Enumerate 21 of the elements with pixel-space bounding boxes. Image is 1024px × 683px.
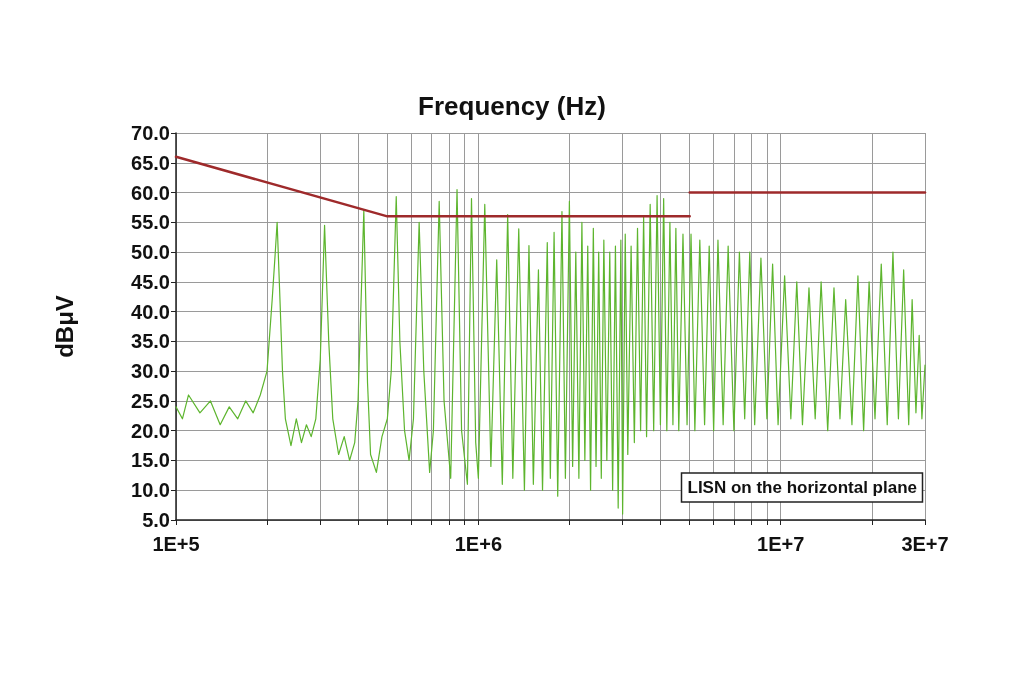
y-tick-label: 60.0 — [131, 181, 170, 204]
x-tick-label: 1E+6 — [454, 533, 502, 555]
y-axis-title: dBμV — [50, 295, 78, 358]
chart-title: Frequency (Hz) — [418, 91, 606, 121]
y-tick-label: 5.0 — [142, 509, 170, 531]
y-tick-label: 25.0 — [131, 389, 170, 412]
y-tick-label: 40.0 — [131, 300, 170, 323]
y-tick-label: 55.0 — [131, 211, 170, 234]
y-tick-label: 15.0 — [131, 449, 170, 472]
y-tick-label: 10.0 — [131, 479, 170, 502]
y-tick-label: 65.0 — [131, 151, 170, 174]
x-tick-label: 3E+7 — [901, 533, 949, 555]
annotation: LISN on the horizontal plane — [687, 478, 917, 497]
y-tick-label: 30.0 — [131, 360, 170, 383]
y-tick-label: 50.0 — [131, 241, 170, 264]
y-tick-label: 20.0 — [131, 419, 170, 442]
x-tick-label: 1E+5 — [152, 533, 200, 555]
x-tick-label: 1E+7 — [757, 533, 805, 555]
y-tick-label: 35.0 — [131, 330, 170, 353]
y-tick-label: 70.0 — [131, 122, 170, 144]
y-tick-label: 45.0 — [131, 270, 170, 293]
